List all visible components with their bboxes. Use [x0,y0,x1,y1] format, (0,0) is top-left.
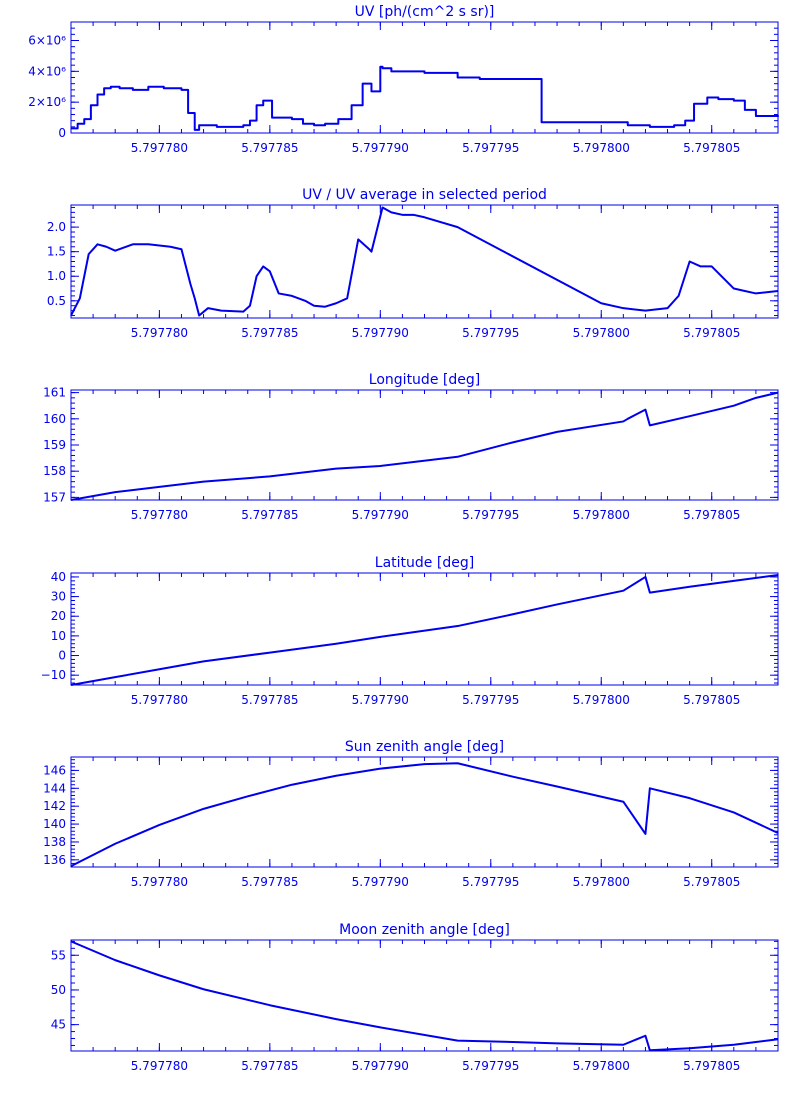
x-tick-label: 5.797785 [241,875,298,889]
x-tick-label: 5.797785 [241,508,298,522]
x-tick-label: 5.797800 [573,693,630,707]
y-tick-label: 20 [51,609,66,623]
data-line [70,206,779,317]
y-tick-label: 157 [43,490,66,504]
x-tick-label: 5.797805 [683,326,740,340]
x-tick-label: 5.797800 [573,1059,630,1073]
y-tick-label: 6×10⁶ [28,34,66,48]
y-tick-label: 2×10⁶ [28,95,66,109]
y-tick-label: 146 [43,763,66,777]
x-tick-label: 5.797795 [462,326,519,340]
y-tick-label: 140 [43,817,66,831]
x-tick-label: 5.797800 [573,141,630,155]
y-tick-label: 159 [43,438,66,452]
chart-title: UV / UV average in selected period [302,187,547,203]
x-tick-label: 5.797780 [131,141,188,155]
y-tick-label: 0.5 [47,294,66,308]
x-tick-label: 5.797785 [241,693,298,707]
y-tick-label: 40 [51,570,66,584]
x-tick-label: 5.797800 [573,508,630,522]
y-tick-label: 142 [43,799,66,813]
chart-title: UV [ph/(cm^2 s sr)] [355,4,495,20]
data-line [71,65,779,131]
chart-panel: Sun zenith angle [deg] 5.797780 5.797785 5.… [43,739,779,889]
chart-title: Sun zenith angle [deg] [345,739,504,755]
x-tick-label: 5.797805 [683,508,740,522]
y-tick-label: 158 [43,464,66,478]
plot-frame [70,204,779,319]
x-tick-label: 5.797805 [683,875,740,889]
y-tick-label: 160 [43,412,66,426]
x-tick-label: 5.797795 [462,508,519,522]
x-tick-label: 5.797780 [131,326,188,340]
x-tick-label: 5.797800 [573,326,630,340]
chart-panel: Longitude [deg] 5.797780 5.797785 5.797790 5… [43,372,779,522]
x-tick-label: 5.797780 [131,875,188,889]
y-tick-label: 55 [51,948,66,962]
y-tick-label: −10 [41,668,66,682]
x-tick-label: 5.797805 [683,693,740,707]
data-line [70,940,779,1052]
y-tick-label: 50 [51,983,66,997]
y-tick-label: 30 [51,590,66,604]
y-tick-label: 45 [51,1018,66,1032]
x-tick-label: 5.797790 [352,326,409,340]
chart-panel: UV / UV average in selected period 5.7977… [47,187,779,340]
y-tick-label: 2.0 [47,220,66,234]
y-tick-label: 138 [43,835,66,849]
plot-frame [70,21,779,134]
x-tick-label: 5.797790 [352,141,409,155]
x-tick-label: 5.797795 [462,1059,519,1073]
x-tick-label: 5.797795 [462,693,519,707]
y-tick-label: 1.0 [47,269,66,283]
y-tick-label: 1.5 [47,245,66,259]
y-tick-label: 10 [51,629,66,643]
x-tick-label: 5.797790 [352,1059,409,1073]
chart-panel: Moon zenith angle [deg] 5.797780 5.797785 5… [51,922,779,1073]
x-tick-label: 5.797805 [683,1059,740,1073]
chart-title: Moon zenith angle [deg] [339,922,510,938]
data-line [70,573,779,686]
chart-title: Longitude [deg] [369,372,480,388]
x-tick-label: 5.797785 [241,141,298,155]
x-tick-label: 5.797800 [573,875,630,889]
data-line [70,391,779,501]
plot-frame [70,756,779,868]
x-tick-label: 5.797805 [683,141,740,155]
y-tick-label: 136 [43,853,66,867]
chart-title: Latitude [deg] [375,555,474,571]
chart-panel: Latitude [deg] 5.797780 5.797785 5.797790 5.… [41,555,779,707]
plot-frame [70,389,779,501]
y-tick-label: 144 [43,781,66,795]
x-tick-label: 5.797790 [352,693,409,707]
x-tick-label: 5.797790 [352,508,409,522]
x-tick-label: 5.797780 [131,508,188,522]
x-tick-label: 5.797790 [352,875,409,889]
x-tick-label: 5.797780 [131,693,188,707]
y-tick-label: 0 [58,126,66,140]
x-tick-label: 5.797785 [241,326,298,340]
x-tick-label: 5.797795 [462,875,519,889]
x-tick-label: 5.797795 [462,141,519,155]
y-tick-label: 0 [58,649,66,663]
x-tick-label: 5.797780 [131,1059,188,1073]
x-tick-label: 5.797785 [241,1059,298,1073]
data-line [70,762,779,868]
y-tick-label: 4×10⁶ [28,64,66,78]
chart-panel: UV [ph/(cm^2 s sr)] 5.797780 5.797785 5.797… [28,4,779,155]
y-tick-label: 161 [43,386,66,400]
